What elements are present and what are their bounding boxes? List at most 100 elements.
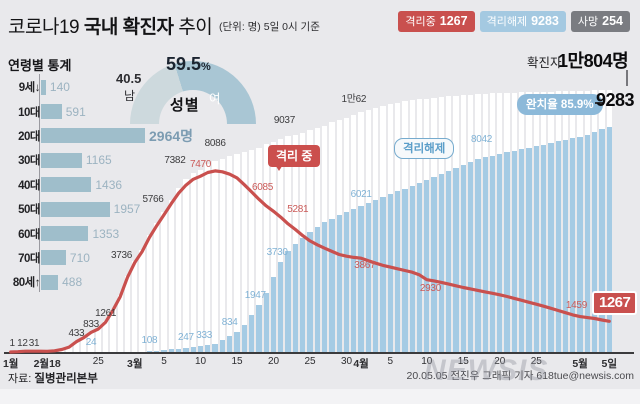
data-label: 7382	[164, 154, 186, 166]
age-bar	[41, 250, 66, 266]
page-title: 코로나19 국내 확진자 추이	[8, 17, 213, 38]
data-label: 1	[9, 338, 16, 349]
confirmed-total-label: 확진자	[527, 56, 562, 70]
x-tick-label: 3월	[127, 358, 143, 370]
released-bar	[227, 336, 233, 352]
age-bar	[41, 128, 145, 144]
x-tick-label: 25	[530, 356, 542, 367]
author-credit: 20.05.05 전진우 그래픽 기자 618tue@newsis.com	[406, 370, 634, 382]
female-label: 여	[209, 92, 221, 106]
released-bar	[212, 343, 218, 352]
released-bar	[475, 159, 481, 352]
age-row: 10대 591	[18, 104, 86, 120]
x-tick-label: 25	[304, 356, 316, 367]
released-bar	[263, 292, 269, 352]
released-bar	[555, 141, 561, 352]
released-bar	[467, 162, 474, 352]
status-badge: 격리중 1267	[398, 11, 475, 32]
released-bar	[562, 139, 569, 352]
released-bar	[533, 146, 539, 352]
released-total-value: 9283	[596, 90, 635, 110]
released-bar	[446, 171, 452, 352]
total-confirmed-bar	[102, 321, 109, 352]
age-bar	[41, 226, 89, 242]
confirmed-pointer-tick	[626, 70, 628, 86]
age-row: 60대 1353	[18, 226, 120, 242]
x-tick-label: 10	[194, 356, 207, 367]
age-bar	[41, 177, 92, 193]
released-bar	[548, 142, 554, 352]
unit-note: (단위: 명) 5일 0시 기준	[219, 21, 320, 33]
age-row: 20대 2964명	[18, 127, 194, 144]
x-tick-label: 15	[231, 356, 243, 367]
released-bar	[489, 155, 496, 352]
age-bar	[41, 274, 59, 290]
released-callout: 격리해제	[394, 138, 455, 159]
x-tick-label: 10	[421, 356, 433, 367]
data-label: 6085	[252, 182, 274, 194]
newsis-watermark: NEWSIS	[424, 354, 549, 387]
released-bar	[584, 134, 591, 352]
data-label: 3730	[266, 246, 288, 258]
released-bar	[460, 165, 466, 352]
released-bar	[482, 156, 488, 352]
recovery-connector	[595, 102, 604, 104]
status-badge: 사망 254	[570, 11, 630, 32]
status-badge: 격리해제 9283	[479, 11, 566, 32]
total-confirmed-bar	[117, 295, 123, 352]
female-percentage: 59.5%	[166, 54, 211, 74]
data-label: 5281	[287, 203, 309, 215]
data-label: 333	[196, 329, 213, 341]
released-bar	[497, 153, 503, 352]
data-label: 433	[68, 328, 85, 340]
released-bar	[526, 147, 532, 352]
data-label: 24	[85, 337, 97, 349]
x-tick-label: 5	[387, 356, 394, 367]
x-tick-label: 1월	[2, 358, 19, 370]
released-bar	[540, 144, 547, 352]
released-bar	[234, 331, 240, 352]
bottom-strip	[0, 389, 640, 404]
active-cases-badge: 1267	[592, 291, 638, 315]
released-bar	[570, 138, 576, 352]
released-bar	[519, 149, 525, 352]
data-label: 7470	[189, 158, 212, 170]
age-bar	[41, 104, 62, 120]
data-label: 834	[221, 316, 238, 328]
data-label: 1만62	[341, 93, 367, 105]
data-label: 6021	[350, 188, 372, 200]
gender-title: 성별	[170, 97, 200, 114]
source-credit: 자료: 질병관리본부	[8, 373, 98, 385]
age-panel-title: 연령별 통계	[8, 58, 72, 73]
data-label: 247	[177, 332, 194, 343]
recovery-rate-pill: 완치율 85.9%	[517, 94, 603, 115]
data-label: 833	[83, 318, 99, 330]
x-tick-label: 25	[92, 356, 104, 367]
x-tick-label: 20	[267, 356, 280, 367]
x-tick-label: 30	[340, 356, 353, 367]
released-bar	[438, 174, 445, 352]
data-label: 12	[17, 338, 28, 349]
x-tick-label: 5월	[572, 358, 588, 370]
released-bar	[599, 129, 605, 352]
released-bar	[592, 132, 598, 352]
released-bar	[511, 150, 518, 352]
x-tick-label: 2월18	[33, 358, 61, 370]
released-bar	[453, 168, 459, 352]
age-bar	[41, 152, 82, 168]
data-label: 2930	[419, 282, 441, 294]
released-bar	[219, 340, 226, 352]
released-bar	[606, 126, 612, 352]
released-bar	[248, 314, 255, 352]
age-row: 50대 1957	[18, 201, 141, 217]
data-label: 108	[141, 335, 158, 347]
data-label: 5766	[142, 194, 164, 206]
data-label: 9037	[273, 114, 295, 126]
data-label: 8042	[471, 133, 493, 145]
released-bar	[256, 304, 262, 352]
data-label: 31	[28, 338, 40, 349]
released-bar	[241, 324, 247, 352]
released-bar	[577, 136, 583, 352]
data-label: 1947	[244, 289, 266, 301]
